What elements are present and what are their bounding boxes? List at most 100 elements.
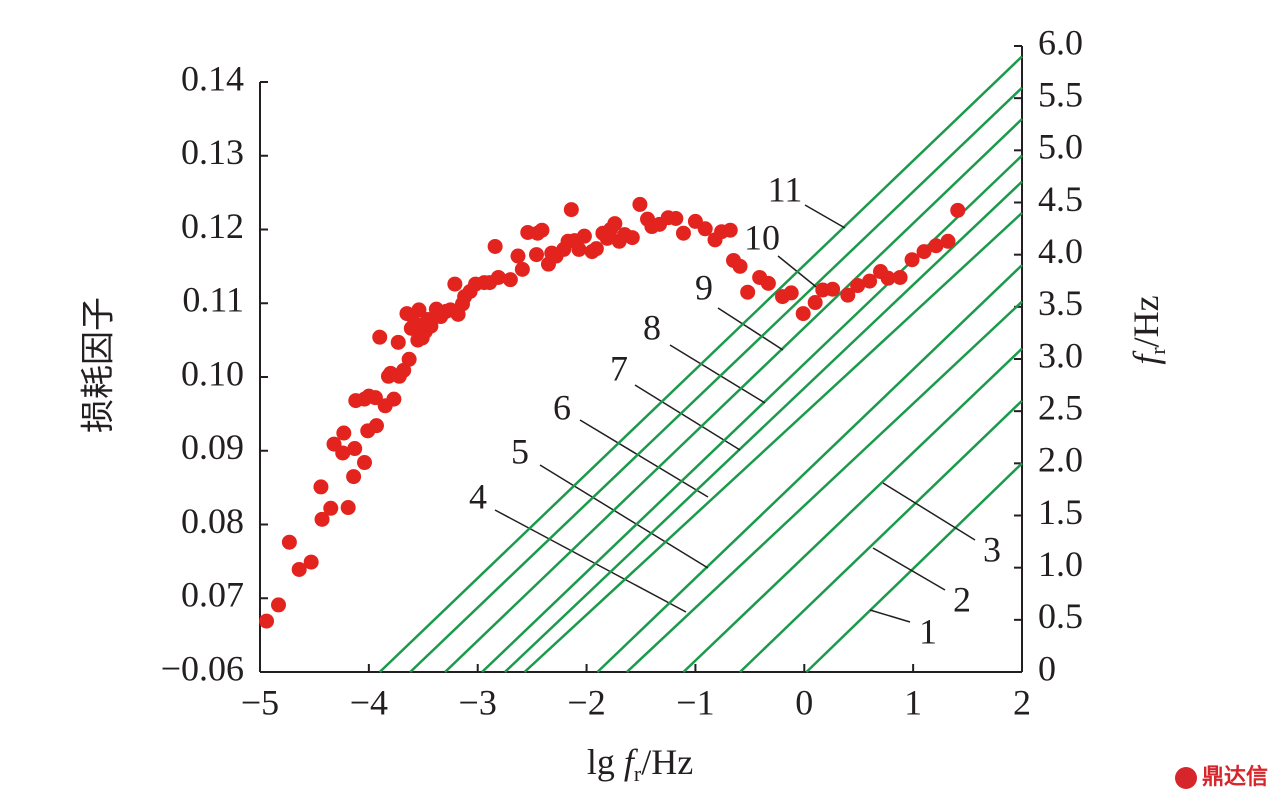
x-tick-label: −4 xyxy=(350,682,388,722)
x-tick-label: 0 xyxy=(795,682,813,722)
leader-line xyxy=(669,344,766,404)
point xyxy=(281,534,297,550)
point xyxy=(323,500,339,516)
x-tick-label: −5 xyxy=(241,682,279,722)
line-label: 4 xyxy=(469,476,487,516)
leader-line xyxy=(869,609,911,623)
y-tick-label: 0.14 xyxy=(181,58,244,98)
leader-line xyxy=(872,547,946,591)
point xyxy=(916,244,932,260)
point xyxy=(807,295,823,311)
point xyxy=(372,329,388,345)
fr-line xyxy=(596,264,1023,673)
point xyxy=(760,275,776,291)
y-tick-label: 0.10 xyxy=(181,353,244,393)
leader-line xyxy=(717,307,784,351)
point xyxy=(259,613,275,629)
point xyxy=(571,241,587,257)
y2-tick-label: 5.5 xyxy=(1038,74,1083,114)
x-label-part: /Hz xyxy=(641,742,693,782)
point xyxy=(675,225,691,241)
line-label: 2 xyxy=(953,579,971,619)
point xyxy=(490,269,506,285)
line-label: 3 xyxy=(983,529,1001,569)
x-axis-label: lg fr/Hz xyxy=(587,742,693,786)
point xyxy=(407,315,423,331)
point xyxy=(401,351,417,367)
point xyxy=(423,318,439,334)
y2-label-part: r xyxy=(1145,347,1170,355)
point xyxy=(271,597,287,613)
fr-line xyxy=(739,399,1023,673)
y2-tick-label: 4.5 xyxy=(1038,179,1083,219)
point xyxy=(624,230,640,246)
leader-line xyxy=(777,255,821,291)
point xyxy=(783,285,799,301)
leader-line xyxy=(882,482,976,541)
point xyxy=(825,281,841,297)
point xyxy=(347,441,363,457)
leader-line xyxy=(634,384,741,451)
point xyxy=(510,248,526,264)
point xyxy=(607,216,623,232)
y2-tick-label: 3.5 xyxy=(1038,283,1083,323)
watermark: 鼎达信 xyxy=(1202,764,1268,790)
y-tick-label: 0.08 xyxy=(181,501,244,541)
point xyxy=(862,273,878,289)
leader-line xyxy=(539,464,709,569)
y-tick-label: −0.06 xyxy=(161,648,244,688)
fr-line xyxy=(378,55,1023,673)
point xyxy=(840,287,856,303)
y-tick-label: 0.09 xyxy=(181,427,244,467)
point xyxy=(668,210,684,226)
point xyxy=(411,302,427,318)
fr-line xyxy=(504,180,1023,673)
x-tick-label: −3 xyxy=(459,682,497,722)
x-tick-label: −1 xyxy=(676,682,714,722)
point xyxy=(346,469,362,485)
point xyxy=(340,500,356,516)
point xyxy=(576,228,592,244)
point xyxy=(904,252,920,268)
point xyxy=(314,511,330,527)
line-label: 11 xyxy=(768,169,803,209)
line-label: 8 xyxy=(643,307,661,347)
point xyxy=(303,554,319,570)
point xyxy=(697,221,713,237)
fr-line xyxy=(682,347,1023,673)
point xyxy=(588,241,604,257)
leader-line xyxy=(494,509,687,613)
line-label: 6 xyxy=(553,387,571,427)
point xyxy=(732,258,748,274)
line-label: 5 xyxy=(511,431,529,471)
point xyxy=(291,561,307,577)
point xyxy=(396,362,412,378)
y2-tick-label: 1.0 xyxy=(1038,544,1083,584)
line-label: 9 xyxy=(695,267,713,307)
point xyxy=(928,238,944,254)
x-label-part: r xyxy=(634,761,642,786)
y2-tick-label: 0 xyxy=(1038,648,1056,688)
point xyxy=(534,222,550,238)
fr-line xyxy=(444,118,1023,673)
x-label-part: lg xyxy=(587,742,624,782)
y-tick-label: 0.13 xyxy=(181,132,244,172)
y-tick-label: 0.07 xyxy=(181,575,244,615)
point xyxy=(940,233,956,249)
point xyxy=(487,238,503,254)
point xyxy=(950,202,966,218)
line-label: 7 xyxy=(610,348,628,388)
point xyxy=(528,247,544,263)
point xyxy=(632,196,648,212)
point xyxy=(795,306,811,322)
point xyxy=(368,418,384,434)
fr-line xyxy=(523,212,1023,673)
y2-tick-label: 6.0 xyxy=(1038,22,1083,62)
line-label: 10 xyxy=(744,217,780,257)
y2-axis-label: fr/Hz xyxy=(1126,295,1170,364)
y2-tick-label: 2.0 xyxy=(1038,440,1083,480)
watermark-icon xyxy=(1175,767,1197,789)
point xyxy=(313,479,329,495)
point xyxy=(335,445,351,461)
fr-line xyxy=(409,86,1023,673)
